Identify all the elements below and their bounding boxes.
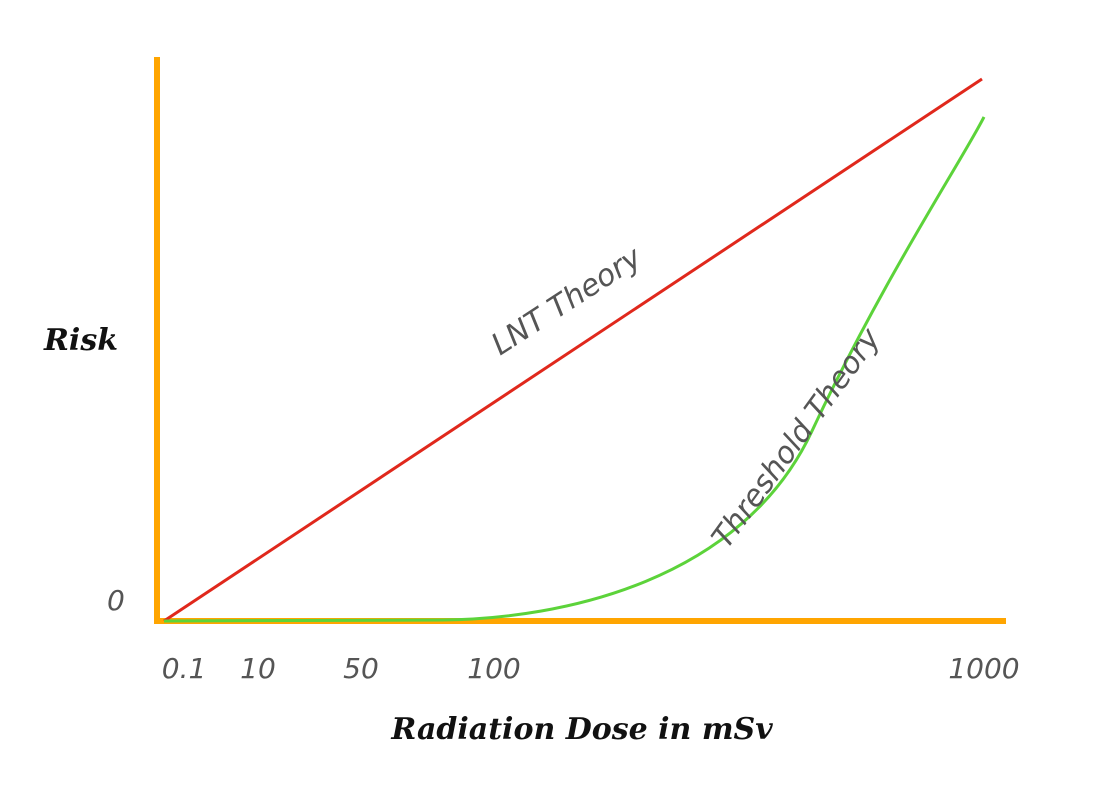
- x-tick-label: 50: [343, 652, 379, 685]
- series-line-threshold: [163, 116, 986, 623]
- y-tick-label: 0: [107, 584, 125, 617]
- series-label-lnt: LNT Theory: [485, 239, 649, 362]
- x-axis-title: Radiation Dose in mSv: [390, 712, 773, 747]
- x-tick-label: 10: [240, 652, 276, 685]
- y-axis-title: Risk: [43, 323, 118, 358]
- series-line-lnt: [163, 77, 983, 623]
- x-tick-label: 1000: [948, 652, 1019, 685]
- x-tick-labels: 0.1 10 50 100 1000: [162, 652, 1020, 685]
- x-tick-label: 100: [467, 652, 520, 685]
- series-label-threshold: Threshold Theory: [705, 321, 888, 555]
- x-tick-label: 0.1: [162, 652, 207, 685]
